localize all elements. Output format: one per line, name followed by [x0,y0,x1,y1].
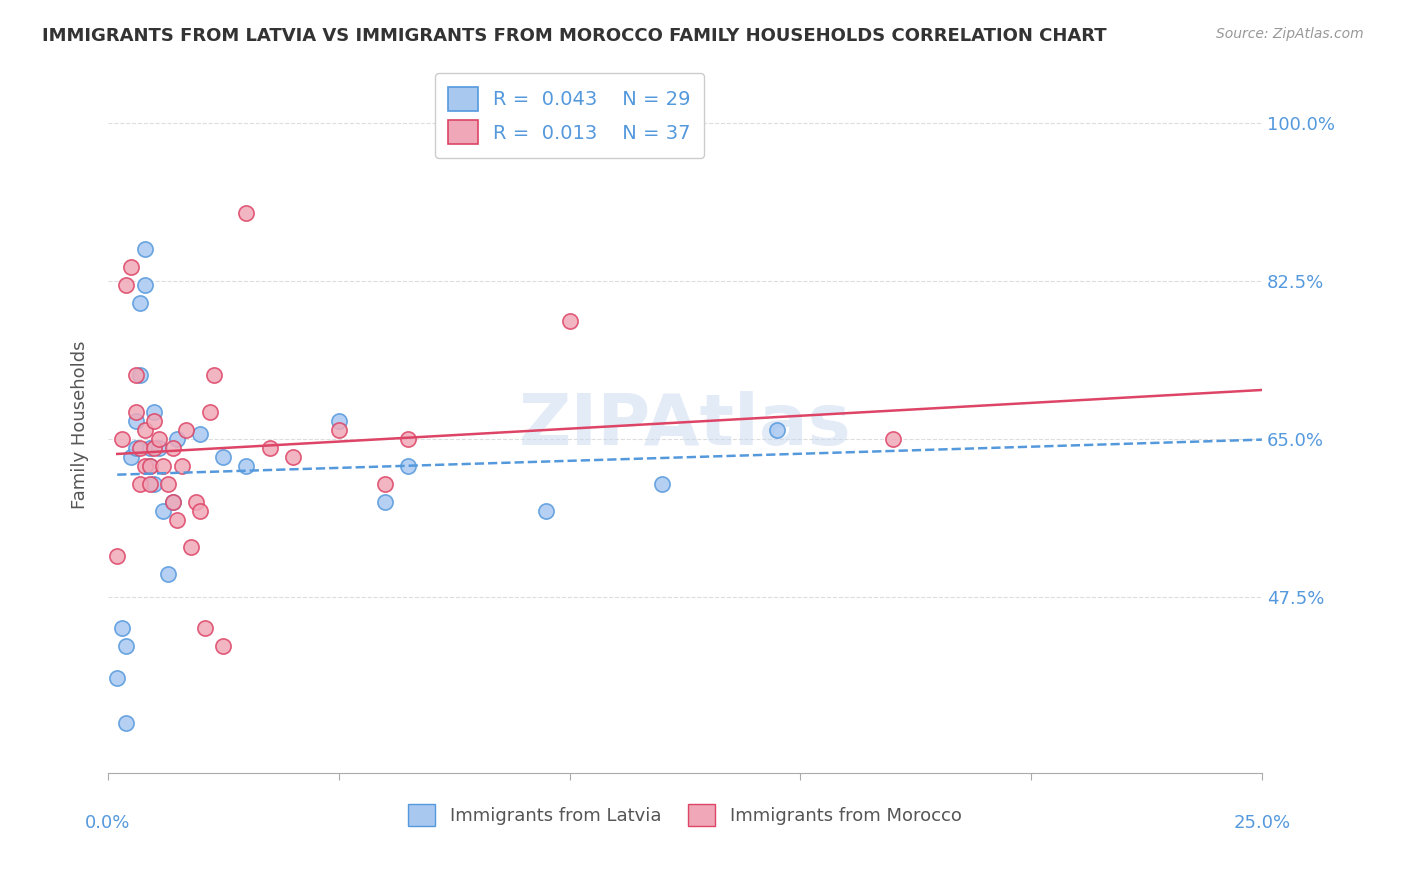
Point [105,549,128,563]
Point [129,368,152,383]
Point [281,450,304,464]
Point [111,621,134,635]
Point [138,476,160,491]
Point [202,368,225,383]
Point [882,432,904,446]
Point [162,495,184,509]
Point [134,458,156,473]
Point [328,413,350,427]
Point [125,368,148,383]
Point [766,423,789,437]
Point [148,432,170,446]
Point [176,423,198,437]
Point [115,640,138,654]
Point [194,621,217,635]
Point [129,476,152,491]
Point [134,278,156,293]
Text: ZIPAtlas: ZIPAtlas [519,391,851,459]
Point [125,441,148,455]
Point [212,450,235,464]
Text: 25.0%: 25.0% [1233,814,1291,832]
Point [374,495,396,509]
Point [259,441,281,455]
Point [134,423,156,437]
Point [111,432,134,446]
Point [180,540,202,554]
Point [125,404,148,418]
Text: 0.0%: 0.0% [86,814,131,832]
Point [143,404,166,418]
Point [212,640,235,654]
Point [188,504,211,518]
Point [143,413,166,427]
Point [328,423,350,437]
Point [138,458,160,473]
Point [105,671,128,685]
Point [558,314,581,328]
Point [374,476,396,491]
Point [156,476,179,491]
Point [184,495,207,509]
Point [143,476,166,491]
Point [125,413,148,427]
Text: IMMIGRANTS FROM LATVIA VS IMMIGRANTS FROM MOROCCO FAMILY HOUSEHOLDS CORRELATION : IMMIGRANTS FROM LATVIA VS IMMIGRANTS FRO… [42,27,1107,45]
Point [162,441,184,455]
Point [152,458,174,473]
Point [170,458,193,473]
Point [115,716,138,731]
Point [235,458,257,473]
Point [162,495,184,509]
Point [138,458,160,473]
Point [138,441,160,455]
Point [134,242,156,256]
Point [129,441,152,455]
Point [188,427,211,442]
Point [396,458,419,473]
Text: Source: ZipAtlas.com: Source: ZipAtlas.com [1216,27,1364,41]
Point [198,404,221,418]
Point [536,504,558,518]
Point [129,296,152,310]
Point [651,476,673,491]
Point [166,432,188,446]
Point [235,206,257,220]
Point [156,567,179,582]
Y-axis label: Family Households: Family Households [72,341,89,509]
Point [120,450,142,464]
Point [148,441,170,455]
Point [396,432,419,446]
Point [143,441,166,455]
Point [120,260,142,274]
Point [152,504,174,518]
Legend: Immigrants from Latvia, Immigrants from Morocco: Immigrants from Latvia, Immigrants from … [401,797,969,833]
Point [166,513,188,527]
Point [115,278,138,293]
